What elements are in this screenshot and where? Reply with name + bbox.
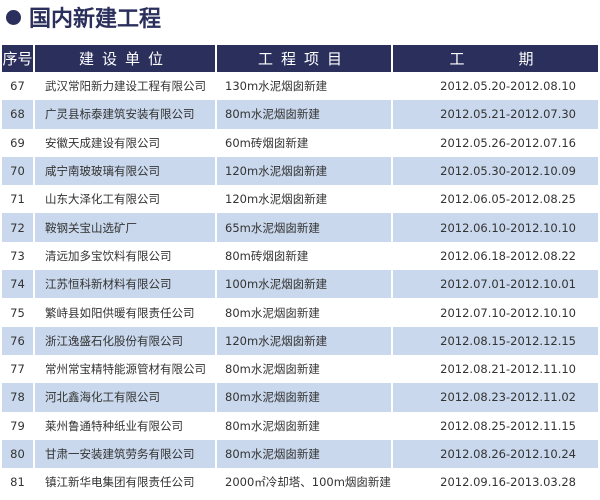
page-title: 国内新建工程 — [6, 2, 161, 32]
title-text: 国内新建工程 — [29, 7, 162, 32]
row-period: 2012.08.23-2012.11.02 — [392, 383, 598, 412]
row-index: 68 — [2, 100, 33, 129]
row-index: 72 — [2, 213, 33, 242]
projects-table: 序号 建设单位 工程项目 工 期 67 武汉常阳新力建设工程有限公司 130m水泥烟… — [0, 45, 600, 496]
row-index: 76 — [2, 326, 33, 355]
row-index: 71 — [10, 192, 25, 207]
table-row: 71 山东大泽化工有限公司 120m水泥烟囱新建 2012.06.05-2012.08… — [2, 185, 598, 213]
bullet-icon — [6, 9, 21, 25]
row-company: 安徽天成建设有限公司 — [45, 135, 160, 150]
table-row: 73 清远加多宝饮料有限公司 80m砖烟囱新建 2012.06.18-2012.08.… — [2, 242, 598, 270]
row-company: 繁峙县如阳供暖有限责任公司 — [45, 305, 195, 320]
header-company: 建设单位 — [35, 45, 215, 72]
row-period: 2012.05.21-2012.07.30 — [392, 100, 598, 129]
row-index: 74 — [2, 270, 33, 299]
row-company: 鞍钢关宝山选矿厂 — [35, 213, 215, 242]
row-period: 2012.08.26-2012.10.24 — [392, 439, 598, 469]
row-index: 80 — [2, 439, 33, 469]
row-period: 2012.05.26-2012.07.16 — [440, 135, 576, 150]
table-row: 78 河北鑫海化工有限公司 80m水泥烟囱新建 2012.08.23-2012.11.… — [2, 383, 598, 412]
row-project: 80m水泥烟囱新建 — [217, 100, 391, 129]
table-row: 68 广灵县标泰建筑安装有限公司 80m水泥烟囱新建 2012.05.21-2012.… — [2, 100, 598, 129]
row-index: 81 — [10, 475, 25, 490]
row-index: 73 — [10, 248, 25, 263]
row-period: 2012.08.21-2012.11.10 — [440, 362, 576, 377]
row-period: 2012.09.16-2013.03.28 — [440, 475, 576, 490]
table-row: 79 莱州鲁通特种纸业有限公司 80m水泥烟囱新建 2012.08.25-2012.1… — [2, 412, 598, 440]
header-index: 序号 — [2, 45, 33, 72]
row-project: 60m砖烟囱新建 — [225, 135, 309, 150]
row-project: 80m水泥烟囱新建 — [225, 362, 320, 377]
row-index: 67 — [10, 79, 25, 94]
row-company: 山东大泽化工有限公司 — [45, 192, 160, 207]
row-period: 2012.06.05-2012.08.25 — [440, 192, 576, 207]
row-project: 80m水泥烟囱新建 — [217, 439, 391, 469]
table-row: 81 镇江新华电集团有限责任公司 2000㎡冷却塔、100m烟囱新建 2012.09.… — [2, 468, 598, 496]
row-period: 2012.06.18-2012.08.22 — [440, 248, 576, 263]
row-project: 120m水泥烟囱新建 — [217, 326, 391, 355]
row-period: 2012.08.15-2012.12.15 — [392, 326, 598, 355]
row-period: 2012.08.25-2012.11.15 — [440, 418, 576, 433]
row-index: 79 — [10, 418, 25, 433]
row-project: 65m水泥烟囱新建 — [217, 213, 391, 242]
row-index: 70 — [2, 156, 33, 186]
row-index: 75 — [10, 305, 25, 320]
table-row: 80 甘肃一安装建筑劳务有限公司 80m水泥烟囱新建 2012.08.26-2012.… — [2, 439, 598, 469]
row-company: 莱州鲁通特种纸业有限公司 — [45, 418, 183, 433]
row-index: 69 — [10, 135, 25, 150]
row-project: 130m水泥烟囱新建 — [225, 79, 328, 94]
row-index: 77 — [10, 362, 25, 377]
table-row: 77 常州常宝精特能源管材有限公司 80m水泥烟囱新建 2012.08.21-2012… — [2, 355, 598, 383]
row-company: 武汉常阳新力建设工程有限公司 — [45, 79, 206, 94]
table-row: 74 江苏恒科新材料有限公司 100m水泥烟囱新建 2012.07.01-2012.1… — [2, 270, 598, 299]
row-company: 浙江逸盛石化股份有限公司 — [35, 326, 215, 355]
row-project: 2000㎡冷却塔、100m烟囱新建 — [225, 475, 391, 490]
row-project: 80m水泥烟囱新建 — [225, 305, 320, 320]
table-row: 67 武汉常阳新力建设工程有限公司 130m水泥烟囱新建 2012.05.20-201… — [2, 72, 598, 100]
header-period: 工 期 — [392, 45, 598, 72]
row-company: 清远加多宝饮料有限公司 — [45, 248, 172, 263]
header-project: 工程项目 — [217, 45, 391, 72]
row-project: 120m水泥烟囱新建 — [225, 192, 328, 207]
row-company: 常州常宝精特能源管材有限公司 — [45, 362, 206, 377]
table-row: 75 繁峙县如阳供暖有限责任公司 80m水泥烟囱新建 2012.07.10-2012.… — [2, 298, 598, 326]
table-row: 72 鞍钢关宝山选矿厂 65m水泥烟囱新建 2012.06.10-2012.10.10 — [2, 213, 598, 242]
table-row: 76 浙江逸盛石化股份有限公司 120m水泥烟囱新建 2012.08.15-2012.… — [2, 326, 598, 355]
row-project: 120m水泥烟囱新建 — [217, 156, 391, 186]
row-period: 2012.07.01-2012.10.01 — [392, 270, 598, 299]
row-company: 镇江新华电集团有限责任公司 — [45, 475, 195, 490]
row-project: 80m砖烟囱新建 — [225, 248, 309, 263]
row-company: 河北鑫海化工有限公司 — [35, 383, 215, 412]
row-period: 2012.07.10-2012.10.10 — [440, 305, 576, 320]
row-period: 2012.05.30-2012.10.09 — [392, 156, 598, 186]
row-company: 甘肃一安装建筑劳务有限公司 — [35, 439, 215, 469]
row-index: 78 — [2, 383, 33, 412]
row-period: 2012.05.20-2012.08.10 — [440, 79, 576, 94]
row-period: 2012.06.10-2012.10.10 — [392, 213, 598, 242]
row-company: 咸宁南玻玻璃有限公司 — [35, 156, 215, 186]
table-row: 70 咸宁南玻玻璃有限公司 120m水泥烟囱新建 2012.05.30-2012.10… — [2, 156, 598, 186]
row-project: 100m水泥烟囱新建 — [217, 270, 391, 299]
row-project: 80m水泥烟囱新建 — [217, 383, 391, 412]
row-company: 江苏恒科新材料有限公司 — [35, 270, 215, 299]
row-project: 80m水泥烟囱新建 — [225, 418, 320, 433]
table-row: 69 安徽天成建设有限公司 60m砖烟囱新建 2012.05.26-2012.07.1… — [2, 129, 598, 157]
row-company: 广灵县标泰建筑安装有限公司 — [35, 100, 215, 129]
table-header: 序号 建设单位 工程项目 工 期 — [2, 45, 598, 72]
